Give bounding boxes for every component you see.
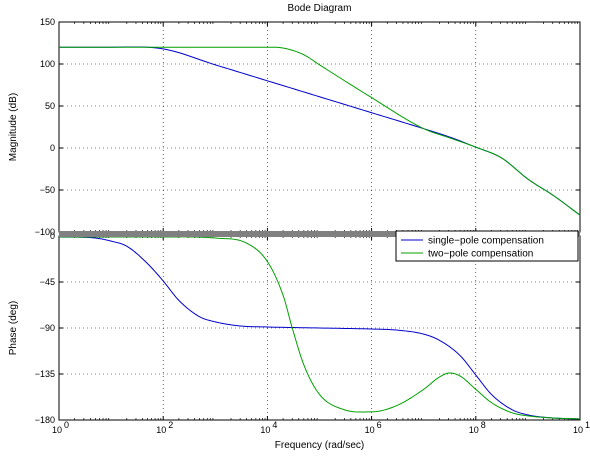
legend: single−pole compensation two−pole compen… [395,230,579,262]
ph-line-two-pole [59,236,581,420]
x-tick-label: 10 [573,425,583,435]
x-tick-label: 10 [52,425,62,435]
mag-y-tick-label: 150 [40,17,55,27]
magnitude-plot-frame [58,21,581,233]
x-tick-label: 10 [156,425,166,435]
x-tick-exponent: 4 [272,420,277,430]
legend-entry-single-pole: single−pole compensation [428,236,544,247]
mag-y-tick-label: −50 [40,185,55,195]
phase-y-axis-label: Phase (deg) [8,301,19,355]
x-tick-label: 10 [365,425,375,435]
mag-y-tick-label: 50 [45,101,55,111]
ph-line-single-pole [58,236,581,420]
x-tick-exponent: 0 [64,420,69,430]
phase-series-lines [58,236,581,420]
mag-y-tick-label: −100 [35,227,55,237]
legend-entry-two-pole: two−pole compensation [428,249,533,260]
ph-y-tick-label: −135 [35,369,55,379]
mag-line-two-pole [59,46,581,216]
ph-y-tick-label: 0 [50,231,55,241]
x-axis-label: Frequency (rad/sec) [275,440,364,451]
mag-y-tick-label: 100 [40,59,55,69]
panel-separator [59,231,580,237]
x-axis-ticks: 1001021041061081010 [52,420,590,435]
x-tick-exponent: 8 [481,420,486,430]
x-tick-label: 10 [469,425,479,435]
chart-title: Bode Diagram [288,3,352,14]
magnitude-plot: 150 100 50 0 −50 −100 Magnitude (dB) [8,17,581,237]
magnitude-series-lines [59,46,581,216]
phase-plot: 0 −45 −90 −135 −180 Phase (deg) [8,231,581,425]
x-tick-label: 10 [260,425,270,435]
x-tick-exponent: 6 [377,420,382,430]
ph-y-tick-label: −45 [40,277,55,287]
magnitude-y-axis-label: Magnitude (dB) [8,93,19,161]
x-tick-exponent: 2 [168,420,173,430]
magnitude-grid [59,22,580,232]
ph-y-tick-label: −90 [40,323,55,333]
mag-y-tick-label: 0 [50,143,55,153]
x-tick-exponent: 10 [585,420,590,430]
ph-y-tick-label: −180 [35,415,55,425]
legend-box [395,230,579,262]
